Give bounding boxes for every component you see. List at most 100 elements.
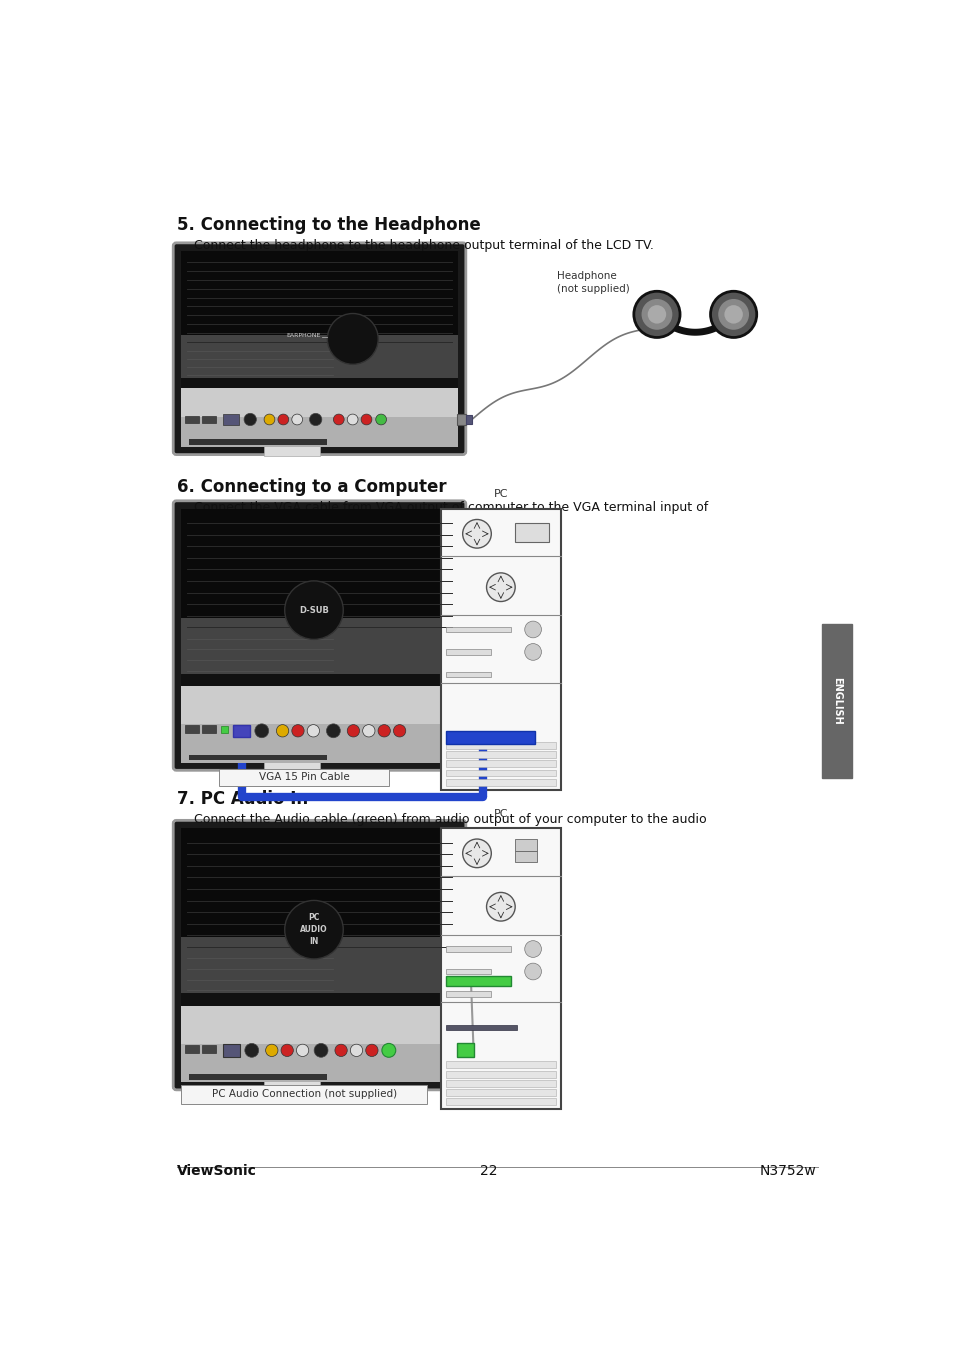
Circle shape — [347, 725, 359, 737]
Bar — [181, 686, 457, 725]
Bar — [181, 1085, 427, 1104]
Circle shape — [723, 305, 742, 324]
Text: 7. PC Audio In: 7. PC Audio In — [177, 790, 308, 807]
Circle shape — [350, 1044, 362, 1057]
Bar — [445, 769, 556, 776]
Text: D-SUB: D-SUB — [298, 606, 329, 614]
Circle shape — [375, 414, 386, 425]
Circle shape — [284, 900, 343, 958]
Bar — [440, 828, 560, 1110]
Bar — [515, 522, 548, 543]
Circle shape — [277, 414, 289, 425]
Circle shape — [281, 1044, 293, 1057]
Bar — [440, 509, 560, 790]
Circle shape — [462, 520, 491, 548]
Circle shape — [361, 414, 372, 425]
Bar — [181, 387, 457, 417]
Bar — [445, 1080, 556, 1087]
Circle shape — [314, 1044, 328, 1057]
Bar — [181, 828, 457, 950]
Bar — [445, 1061, 556, 1068]
Circle shape — [296, 1044, 309, 1057]
Bar — [264, 1080, 319, 1091]
Bar — [181, 1006, 457, 1083]
Bar — [445, 672, 491, 678]
Bar — [445, 1099, 556, 1106]
Circle shape — [524, 644, 541, 660]
Text: PC: PC — [493, 489, 508, 500]
Bar — [456, 414, 465, 425]
Text: 22: 22 — [479, 1165, 497, 1179]
Circle shape — [365, 1044, 377, 1057]
Text: 5. Connecting to the Headphone: 5. Connecting to the Headphone — [177, 216, 480, 234]
Bar — [445, 760, 556, 767]
Text: Connect the VGA cable from VGA output of computer to the VGA terminal input of
y: Connect the VGA cable from VGA output of… — [193, 501, 707, 532]
Bar — [821, 624, 851, 778]
Text: EARPHONE: EARPHONE — [286, 332, 320, 338]
Bar — [181, 335, 457, 378]
Bar — [189, 755, 327, 760]
Circle shape — [486, 892, 515, 921]
Bar — [185, 416, 198, 424]
Bar — [445, 741, 556, 749]
Circle shape — [718, 298, 748, 329]
Bar — [185, 1045, 198, 1053]
Bar — [445, 969, 491, 975]
Text: VGA 15 Pin Cable: VGA 15 Pin Cable — [258, 772, 349, 782]
Bar — [181, 509, 457, 763]
Circle shape — [640, 298, 672, 329]
Circle shape — [292, 725, 304, 737]
Bar — [445, 626, 511, 632]
Text: PC
AUDIO
IN: PC AUDIO IN — [300, 914, 328, 946]
Circle shape — [393, 725, 405, 737]
Circle shape — [264, 414, 274, 425]
Circle shape — [462, 838, 491, 868]
Circle shape — [307, 725, 319, 737]
Bar — [445, 976, 511, 986]
Text: ENGLISH: ENGLISH — [831, 678, 841, 725]
Circle shape — [245, 1044, 258, 1057]
Bar — [181, 509, 457, 630]
Text: 6. Connecting to a Computer: 6. Connecting to a Computer — [177, 478, 446, 495]
Circle shape — [524, 941, 541, 957]
Text: ViewSonic: ViewSonic — [177, 1165, 256, 1179]
Bar — [201, 1045, 215, 1053]
Circle shape — [524, 963, 541, 980]
Bar — [445, 751, 556, 757]
Bar — [221, 726, 228, 733]
Text: N3752w: N3752w — [759, 1165, 816, 1179]
Bar — [445, 779, 556, 786]
Circle shape — [647, 305, 665, 324]
Bar — [465, 414, 472, 424]
Text: PC Audio Connection (not supplied): PC Audio Connection (not supplied) — [212, 1089, 396, 1099]
Bar — [185, 725, 198, 733]
Circle shape — [710, 292, 756, 338]
Bar — [445, 1089, 556, 1096]
Circle shape — [335, 1044, 347, 1057]
Text: Connect the headphone to the headphone output terminal of the LCD TV.
(Headphone: Connect the headphone to the headphone o… — [193, 239, 653, 270]
Text: Connect the Audio cable (green) from audio output of your computer to the audio
: Connect the Audio cable (green) from aud… — [193, 813, 706, 844]
Bar — [445, 1025, 517, 1030]
Bar — [445, 991, 491, 996]
Bar — [181, 686, 457, 763]
Bar — [181, 387, 457, 447]
Circle shape — [265, 1044, 277, 1057]
Bar — [233, 725, 250, 737]
Bar — [181, 937, 457, 994]
Circle shape — [486, 572, 515, 602]
Circle shape — [292, 414, 302, 425]
FancyBboxPatch shape — [173, 821, 465, 1089]
Bar — [223, 414, 238, 425]
Bar — [445, 946, 511, 952]
FancyBboxPatch shape — [173, 501, 465, 771]
Bar — [223, 1044, 240, 1057]
Circle shape — [377, 725, 390, 737]
Circle shape — [633, 292, 679, 338]
Circle shape — [244, 413, 256, 425]
Bar — [189, 439, 327, 444]
Bar — [189, 1075, 327, 1080]
Bar — [264, 446, 319, 456]
Text: Headphone
(not supplied): Headphone (not supplied) — [557, 270, 629, 294]
Circle shape — [347, 414, 357, 425]
Circle shape — [326, 724, 340, 737]
